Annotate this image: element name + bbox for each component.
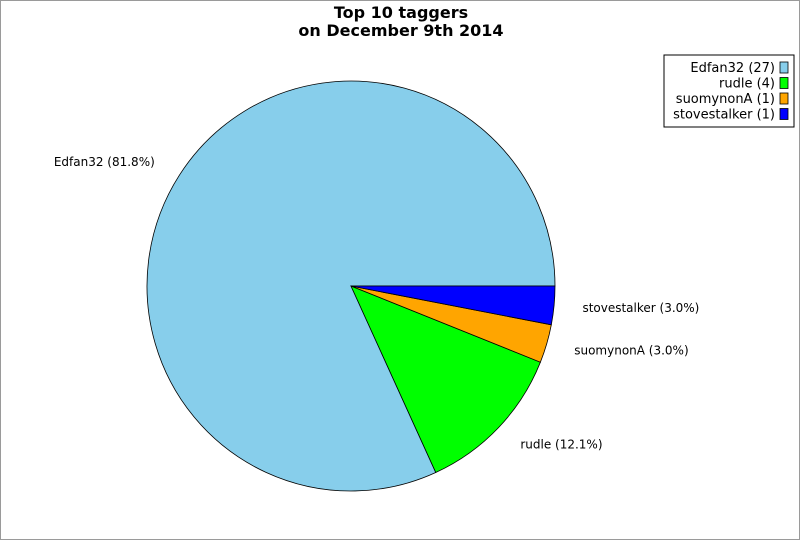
legend-label-edfan32: Edfan32 (27) (690, 61, 775, 76)
chart-subtitle: on December 9th 2014 (298, 21, 503, 40)
legend-label-suomynona: suomynonA (1) (676, 92, 775, 107)
slice-label-suomynona: suomynonA (3.0%) (574, 344, 688, 358)
legend-swatch-suomynona (779, 92, 789, 105)
slice-label-stovestalker: stovestalker (3.0%) (582, 301, 699, 315)
legend-box (663, 54, 795, 128)
legend-swatch-rudle (779, 77, 789, 89)
legend-swatch-stovestalker (779, 108, 789, 120)
pie-slices (146, 80, 556, 492)
legend: Edfan32 (27)rudle (4)suomynonA (1)stoves… (663, 54, 795, 128)
slice-label-rudle: rudle (12.1%) (520, 437, 602, 451)
slice-label-edfan32: Edfan32 (81.8%) (54, 155, 155, 169)
pie-slice-stovestalker (350, 285, 556, 326)
pie-slice-rudle (350, 285, 541, 474)
legend-label-stovestalker: stovestalker (1) (673, 108, 775, 123)
slice-labels: Edfan32 (81.8%) rudle (12.1%) suomynonA (3… (54, 155, 700, 452)
legend-label-rudle: rudle (4) (719, 77, 775, 92)
chart-title: Top 10 taggers (334, 3, 468, 22)
legend-swatch-edfan32 (779, 61, 789, 74)
